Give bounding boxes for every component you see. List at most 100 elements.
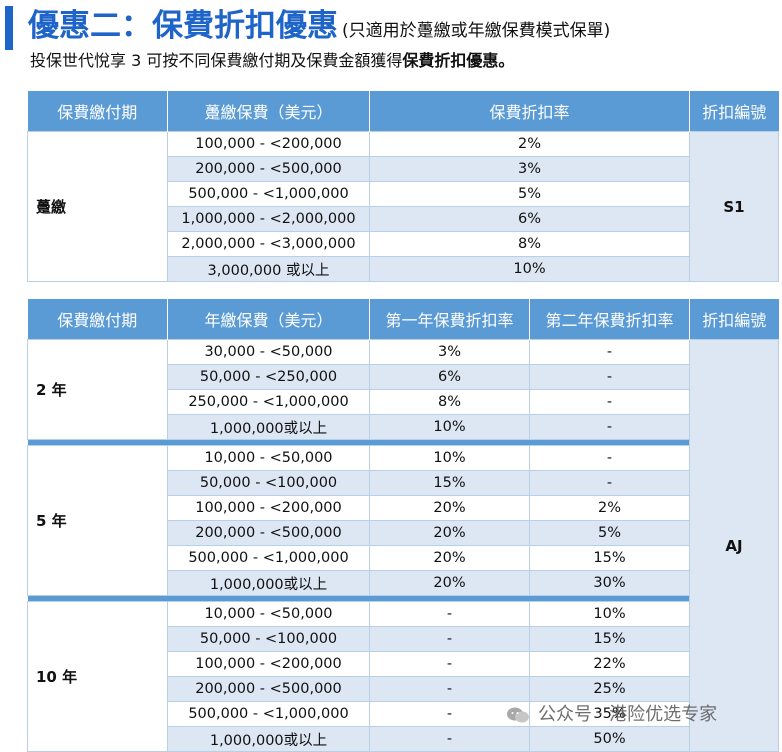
table-row: 躉繳 100,000 - <200,000 2% S1 — [27, 131, 779, 282]
year1-rate-cell: 20% — [369, 495, 530, 521]
year1-rate-cell: 3% — [369, 339, 530, 365]
year1-rate-cell: - — [369, 626, 530, 652]
watermark-text: 公众号 · 港险优选专家 — [538, 704, 718, 725]
year1-rate-cell: - — [369, 726, 530, 752]
year2-rate-cell: - — [529, 339, 690, 365]
year2-rate-cell: - — [529, 470, 690, 496]
premium-range-cell: 250,000 - <1,000,000 — [167, 389, 370, 415]
subtitle-text: 投保世代悅享 3 可按不同保費繳付期及保費金額獲得 — [30, 51, 403, 70]
header-period: 保費繳付期 — [27, 299, 168, 340]
premium-range-cell: 500,000 - <1,000,000 — [167, 545, 370, 571]
subtitle-emphasis: 保費折扣優惠。 — [402, 51, 515, 70]
year2-rate-cell: 5% — [529, 520, 690, 546]
title-note: (只適用於躉繳或年繳保費模式保單) — [342, 21, 611, 41]
period-cell: 2 年 — [27, 339, 168, 440]
table-row: 1,000,000 - <2,000,000 6% — [28, 206, 779, 232]
header-premium: 躉繳保費（美元） — [167, 91, 370, 132]
year1-rate-cell: 20% — [369, 570, 530, 596]
table-row: 10 年 10,000 - <50,000-10% — [27, 601, 779, 752]
table-header-row: 保費繳付期 年繳保費（美元） 第一年保費折扣率 第二年保費折扣率 折扣編號 — [27, 299, 779, 340]
discount-rate-cell: 2% — [369, 131, 690, 157]
table-row: 2 年 30,000 - <50,000 3% - AJ — [27, 339, 779, 752]
year1-rate-cell: 8% — [369, 389, 530, 415]
header-code: 折扣編號 — [689, 299, 779, 340]
year1-rate-cell: - — [369, 651, 530, 677]
premium-range-cell: 2,000,000 - <3,000,000 — [167, 231, 370, 257]
table-row: 50,000 - <250,000 6% - — [28, 364, 779, 390]
premium-range-cell: 500,000 - <1,000,000 — [167, 701, 370, 727]
year2-rate-cell: 15% — [529, 626, 690, 652]
annual-premium-discount-table: 保費繳付期 年繳保費（美元） 第一年保費折扣率 第二年保費折扣率 折扣編號 2 … — [27, 299, 779, 752]
premium-range-cell: 1,000,000或以上 — [167, 570, 370, 596]
year2-rate-cell: - — [529, 445, 690, 471]
year1-rate-cell: 10% — [369, 414, 530, 440]
separator-cell — [27, 595, 690, 602]
year2-rate-cell: 25% — [529, 676, 690, 702]
premium-range-cell: 500,000 - <1,000,000 — [167, 181, 370, 207]
table-row: 1,000,000或以上 20% 30% — [28, 570, 779, 596]
year1-rate-cell: - — [369, 701, 530, 727]
subtitle: 投保世代悅享 3 可按不同保費繳付期及保費金額獲得保費折扣優惠。 — [30, 47, 514, 71]
table-row: 100,000 - <200,000-22% — [28, 651, 779, 677]
year1-rate-cell: 20% — [369, 545, 530, 571]
title-main: 優惠二：保費折扣優惠 — [28, 8, 338, 44]
premium-range-cell: 10,000 - <50,000 — [167, 445, 370, 471]
year1-rate-cell: 15% — [369, 470, 530, 496]
year2-rate-cell: 15% — [529, 545, 690, 571]
period-cell: 躉繳 — [27, 131, 168, 282]
title-accent-bar — [5, 6, 13, 50]
group-separator — [27, 439, 779, 446]
wechat-icon — [507, 707, 529, 723]
premium-range-cell: 100,000 - <200,000 — [167, 495, 370, 521]
table-row: 50,000 - <100,000-15% — [28, 626, 779, 652]
year2-rate-cell: - — [529, 414, 690, 440]
header-year1-rate: 第一年保費折扣率 — [369, 299, 530, 340]
discount-rate-cell: 3% — [369, 156, 690, 182]
table-row: 500,000 - <1,000,000 5% — [28, 181, 779, 207]
premium-range-cell: 10,000 - <50,000 — [167, 601, 370, 627]
year1-rate-cell: - — [369, 601, 530, 627]
table-row: 200,000 - <500,000 20% 5% — [28, 520, 779, 546]
discount-rate-cell: 10% — [369, 256, 690, 282]
year1-rate-cell: 10% — [369, 445, 530, 471]
year2-rate-cell: 2% — [529, 495, 690, 521]
period-cell: 10 年 — [27, 601, 168, 752]
premium-range-cell: 1,000,000或以上 — [167, 726, 370, 752]
header-premium: 年繳保費（美元） — [167, 299, 370, 340]
year1-rate-cell: 20% — [369, 520, 530, 546]
premium-range-cell: 3,000,000 或以上 — [167, 256, 370, 282]
year2-rate-cell: 10% — [529, 601, 690, 627]
header-year2-rate: 第二年保費折扣率 — [529, 299, 690, 340]
table-row: 500,000 - <1,000,000 20% 15% — [28, 545, 779, 571]
year1-rate-cell: - — [369, 676, 530, 702]
header-code: 折扣編號 — [689, 91, 779, 132]
watermark: 公众号 · 港险优选专家 — [506, 700, 717, 726]
premium-range-cell: 1,000,000或以上 — [167, 414, 370, 440]
table-row: 1,000,000或以上 10% - — [28, 414, 779, 440]
table-row: 5 年 10,000 - <50,000 10% - — [27, 445, 779, 596]
premium-range-cell: 200,000 - <500,000 — [167, 676, 370, 702]
premium-range-cell: 200,000 - <500,000 — [167, 156, 370, 182]
premium-range-cell: 1,000,000 - <2,000,000 — [167, 206, 370, 232]
discount-rate-cell: 8% — [369, 231, 690, 257]
premium-range-cell: 100,000 - <200,000 — [167, 131, 370, 157]
single-premium-discount-table: 保費繳付期 躉繳保費（美元） 保費折扣率 折扣編號 躉繳 100,000 - <2… — [27, 91, 779, 282]
premium-range-cell: 200,000 - <500,000 — [167, 520, 370, 546]
year1-rate-cell: 6% — [369, 364, 530, 390]
table-header-row: 保費繳付期 躉繳保費（美元） 保費折扣率 折扣編號 — [27, 91, 779, 132]
year2-rate-cell: 22% — [529, 651, 690, 677]
year2-rate-cell: - — [529, 389, 690, 415]
page-title: 優惠二：保費折扣優惠 (只適用於躉繳或年繳保費模式保單) — [28, 6, 610, 46]
year2-rate-cell: - — [529, 364, 690, 390]
group-separator — [27, 595, 779, 602]
premium-range-cell: 30,000 - <50,000 — [167, 339, 370, 365]
premium-range-cell: 100,000 - <200,000 — [167, 651, 370, 677]
table-row: 3,000,000 或以上 10% — [28, 256, 779, 282]
header-period: 保費繳付期 — [27, 91, 168, 132]
table-row: 200,000 - <500,000 3% — [28, 156, 779, 182]
period-cell: 5 年 — [27, 445, 168, 596]
discount-code-cell: S1 — [689, 131, 779, 282]
discount-code-cell: AJ — [689, 339, 779, 752]
table-row: 2,000,000 - <3,000,000 8% — [28, 231, 779, 257]
table-row: 50,000 - <100,000 15% - — [28, 470, 779, 496]
